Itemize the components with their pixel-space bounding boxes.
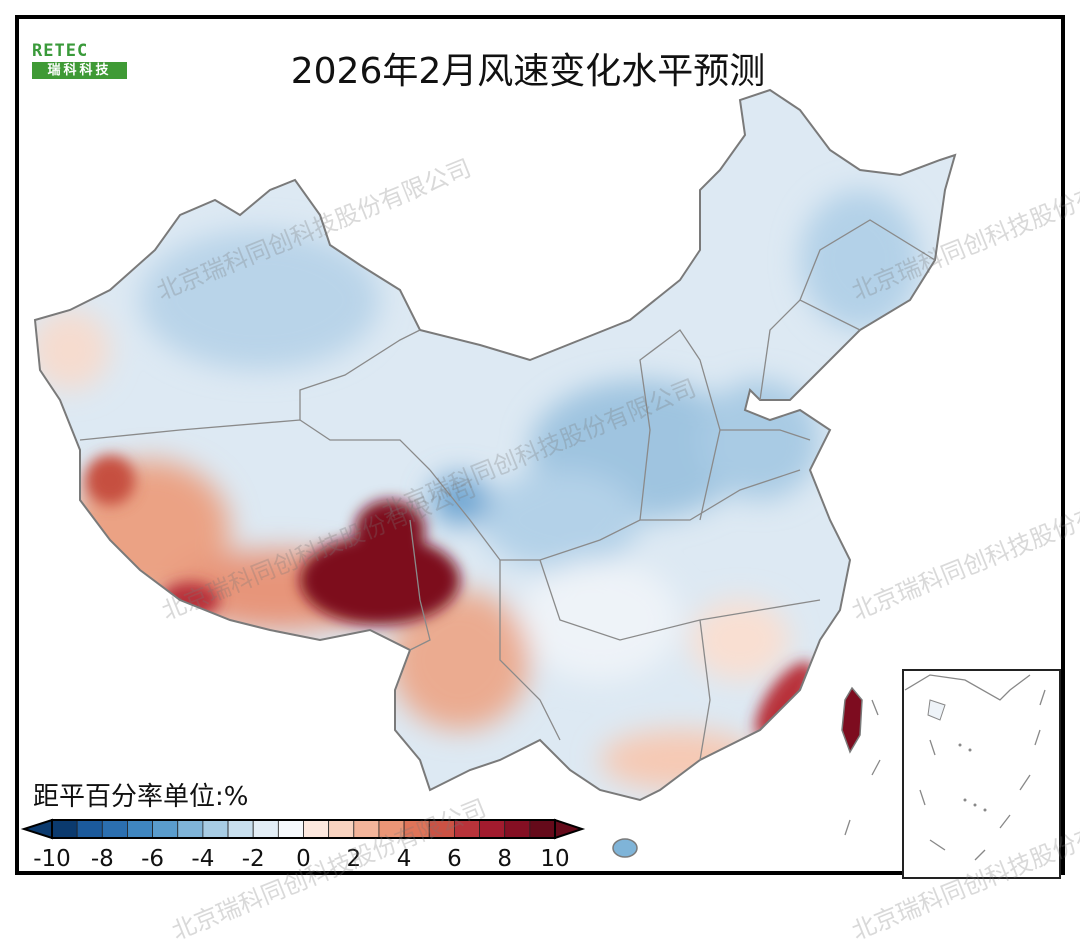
colorbar-bin: [378, 819, 405, 839]
colorbar-bin: [101, 819, 128, 839]
retec-logo: RETEC 瑞科科技: [32, 40, 127, 82]
colorbar-bin: [152, 819, 179, 839]
colorbar-bin: [479, 819, 506, 839]
colorbar-bin: [227, 819, 254, 839]
colorbar-tick-label: 2: [346, 846, 362, 872]
logo-subtext: 瑞科科技: [32, 62, 127, 79]
colorbar-tick-label: 10: [540, 846, 570, 872]
legend-label: 距平百分率单位:%: [33, 782, 249, 812]
colorbar-extend-min: [20, 818, 53, 840]
colorbar-tick-label: -6: [141, 846, 165, 872]
colorbar-tick-label: 4: [396, 846, 412, 872]
colorbar-tick-label: -4: [191, 846, 215, 872]
taiwan: [841, 686, 863, 754]
colorbar-bin: [353, 819, 380, 839]
colorbar-bin: [428, 819, 455, 839]
china-wind-map: [20, 89, 1061, 879]
colorbar-bin: [76, 819, 103, 839]
colorbar-extend-max: [554, 818, 586, 840]
colorbar-bin: [51, 819, 78, 839]
colorbar-bin: [177, 819, 204, 839]
south-china-sea-inset: [902, 669, 1061, 879]
colorbar-bin: [277, 819, 304, 839]
map-frame: [15, 15, 1065, 875]
colorbar-bin: [504, 819, 531, 839]
hainan: [612, 838, 638, 858]
colorbar-bin: [252, 819, 279, 839]
colorbar-bin: [453, 819, 480, 839]
colorbar-bin: [202, 819, 229, 839]
logo-text: RETEC: [32, 41, 89, 61]
colorbar-bin: [328, 819, 355, 839]
colorbar-tick-label: 6: [447, 846, 462, 872]
colorbar-bin: [403, 819, 430, 839]
colorbar-bin: [127, 819, 153, 839]
colorbar-tick-label: -8: [90, 846, 114, 872]
map-title: 2026年2月风速变化水平预测: [290, 51, 766, 92]
nine-dash-line-outside: [844, 699, 881, 836]
colorbar-tick-label: 8: [497, 846, 513, 872]
colorbar-tick-label: 0: [296, 846, 311, 872]
colorbar-bin: [529, 819, 556, 839]
colorbar-bin: [303, 819, 330, 839]
colorbar: [20, 818, 586, 840]
province-borders: [79, 219, 936, 761]
colorbar-tick-label: -10: [33, 846, 71, 872]
colorbar-tick-label: -2: [241, 846, 265, 872]
